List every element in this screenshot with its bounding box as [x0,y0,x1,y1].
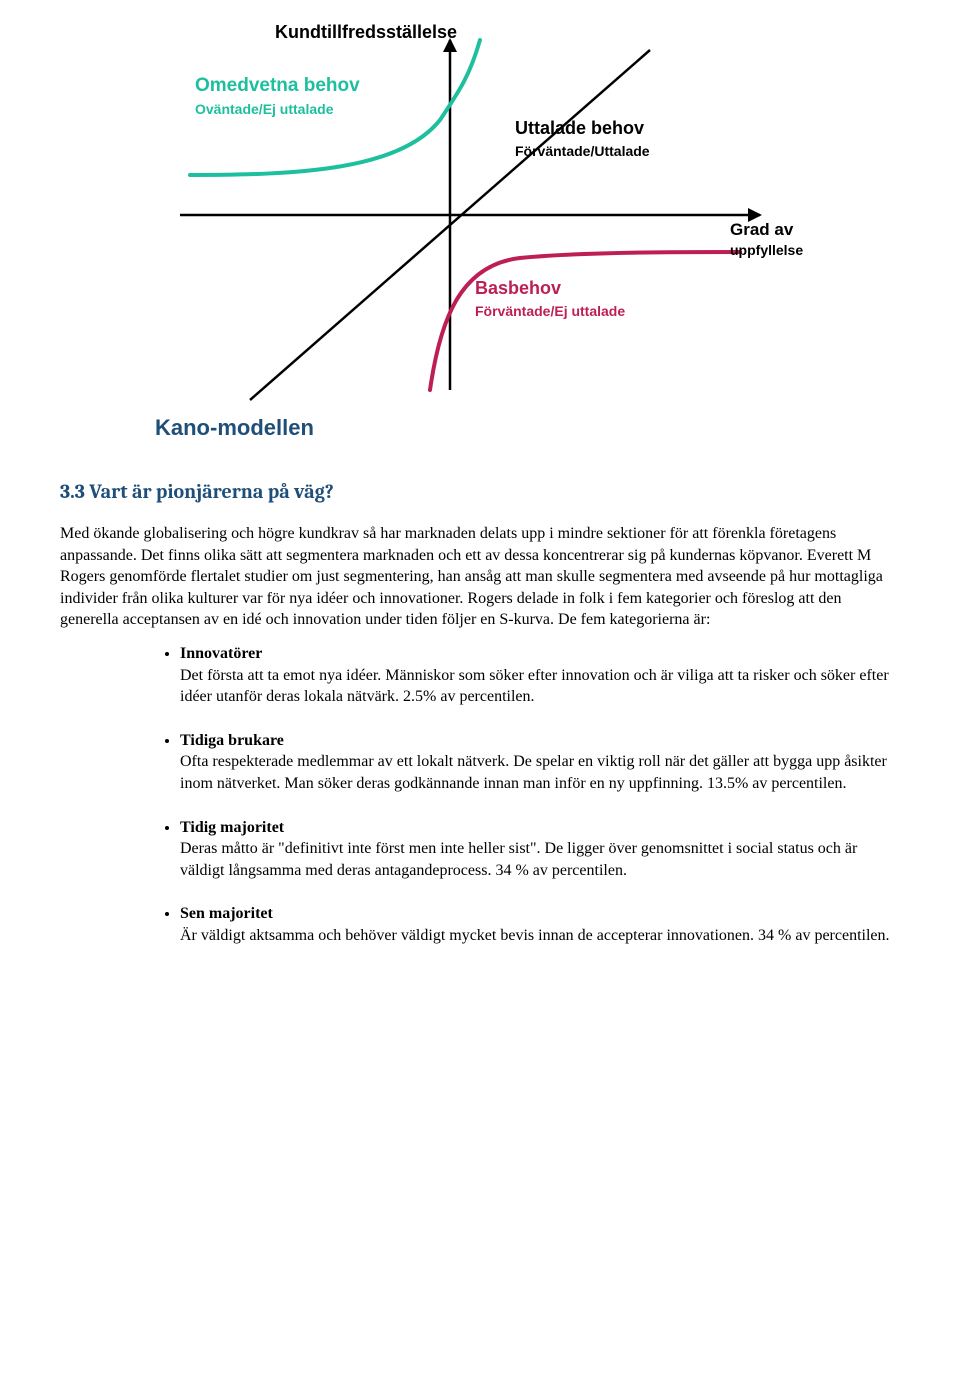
category-title: Innovatörer [180,645,262,662]
category-desc: Är väldigt aktsamma och behöver väldigt … [180,927,890,944]
x-axis-label: Grad avuppfyllelse [730,220,803,261]
intro-paragraph: Med ökande globalisering och högre kundk… [60,523,900,631]
category-desc: Ofta respekterade medlemmar av ett lokal… [180,753,887,792]
green-curve-label: Omedvetna behovOväntade/Ej uttalade [195,75,360,121]
category-title: Tidig majoritet [180,819,284,836]
category-item: Innovatörer Det första att ta emot nya id… [180,643,900,708]
model-name-label: Kano-modellen [155,415,314,441]
diagonal-label: Uttalade behovFörväntade/Uttalade [515,118,650,161]
category-desc: Det första att ta emot nya idéer. Männis… [180,667,889,706]
section-heading: 3.3 Vart är pionjärerna på väg? [60,480,900,503]
red-curve-label: BasbehovFörväntade/Ej uttalade [475,278,625,321]
category-title: Sen majoritet [180,905,273,922]
y-axis-label: Kundtillfredsställelse [275,22,457,44]
category-desc: Deras måtto är "definitivt inte först me… [180,840,857,879]
category-list: Innovatörer Det första att ta emot nya id… [60,643,900,947]
category-title: Tidiga brukare [180,732,284,749]
category-item: Tidig majoritet Deras måtto är "definitiv… [180,817,900,882]
category-item: Tidiga brukare Ofta respekterade medlemma… [180,730,900,795]
category-item: Sen majoritet Är väldigt aktsamma och beh… [180,903,900,946]
kano-diagram: Kundtillfredsställelse Grad avuppfyllels… [120,20,840,450]
